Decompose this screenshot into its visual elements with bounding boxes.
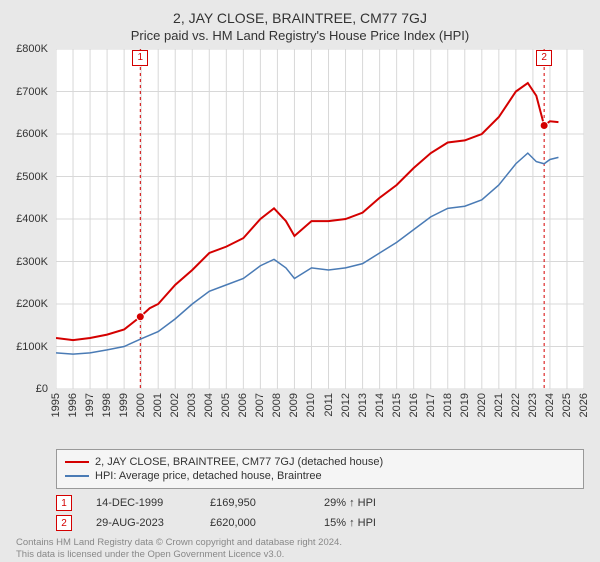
x-tick-label: 2013 — [357, 393, 369, 417]
chart-title: 2, JAY CLOSE, BRAINTREE, CM77 7GJ — [8, 10, 592, 26]
marker-date: 14-DEC-1999 — [96, 497, 186, 509]
y-tick-label: £500K — [16, 171, 48, 183]
x-tick-label: 2002 — [169, 393, 181, 417]
plot-svg — [56, 49, 584, 389]
y-tick-label: £0 — [36, 383, 48, 395]
marker-date: 29-AUG-2023 — [96, 517, 186, 529]
x-tick-label: 2010 — [305, 393, 317, 417]
chart-subtitle: Price paid vs. HM Land Registry's House … — [8, 28, 592, 43]
x-tick-label: 2012 — [340, 393, 352, 417]
x-tick-label: 2014 — [374, 393, 386, 417]
legend-label: HPI: Average price, detached house, Brai… — [95, 470, 322, 482]
legend: 2, JAY CLOSE, BRAINTREE, CM77 7GJ (detac… — [56, 449, 584, 489]
marker-diff: 29% ↑ HPI — [324, 497, 414, 509]
x-tick-label: 2015 — [391, 393, 403, 417]
y-tick-label: £200K — [16, 298, 48, 310]
y-tick-label: £600K — [16, 128, 48, 140]
x-tick-label: 2016 — [408, 393, 420, 417]
marker-price: £169,950 — [210, 497, 300, 509]
x-axis: 1995199619971998199920002001200220032004… — [56, 389, 584, 445]
footer-attribution: Contains HM Land Registry data © Crown c… — [16, 537, 584, 562]
legend-label: 2, JAY CLOSE, BRAINTREE, CM77 7GJ (detac… — [95, 456, 383, 468]
x-tick-label: 1995 — [50, 393, 62, 417]
x-tick-label: 2006 — [237, 393, 249, 417]
marker-row: 1 14-DEC-1999 £169,950 29% ↑ HPI — [56, 495, 584, 511]
x-tick-label: 2001 — [152, 393, 164, 417]
footer-line-1: Contains HM Land Registry data © Crown c… — [16, 537, 584, 549]
x-tick-label: 2008 — [271, 393, 283, 417]
x-tick-label: 2026 — [578, 393, 590, 417]
marker-badge: 1 — [56, 495, 72, 511]
x-tick-label: 2021 — [493, 393, 505, 417]
x-tick-label: 2004 — [203, 393, 215, 417]
x-tick-label: 2011 — [323, 393, 335, 417]
y-axis: £0£100K£200K£300K£400K£500K£600K£700K£80… — [4, 49, 52, 389]
x-tick-label: 2007 — [254, 393, 266, 417]
y-tick-label: £100K — [16, 341, 48, 353]
legend-entry: 2, JAY CLOSE, BRAINTREE, CM77 7GJ (detac… — [65, 456, 575, 468]
x-tick-label: 1999 — [118, 393, 130, 417]
chart-container: 2, JAY CLOSE, BRAINTREE, CM77 7GJ Price … — [0, 0, 600, 560]
x-tick-label: 2024 — [544, 393, 556, 417]
x-tick-label: 2017 — [425, 393, 437, 417]
x-tick-label: 2003 — [186, 393, 198, 417]
plot-marker-badge: 2 — [536, 50, 552, 66]
x-tick-label: 2023 — [527, 393, 539, 417]
x-tick-label: 2025 — [561, 393, 573, 417]
marker-row: 2 29-AUG-2023 £620,000 15% ↑ HPI — [56, 515, 584, 531]
legend-entry: HPI: Average price, detached house, Brai… — [65, 470, 575, 482]
plot-area: £0£100K£200K£300K£400K£500K£600K£700K£80… — [56, 49, 584, 389]
y-tick-label: £300K — [16, 256, 48, 268]
x-tick-label: 2018 — [442, 393, 454, 417]
x-tick-label: 2000 — [135, 393, 147, 417]
marker-badge: 2 — [56, 515, 72, 531]
legend-swatch — [65, 461, 89, 463]
x-tick-label: 1997 — [84, 393, 96, 417]
y-tick-label: £400K — [16, 213, 48, 225]
y-tick-label: £800K — [16, 43, 48, 55]
plot-marker-badge: 1 — [132, 50, 148, 66]
marker-diff: 15% ↑ HPI — [324, 517, 414, 529]
legend-swatch — [65, 475, 89, 477]
x-tick-label: 2022 — [510, 393, 522, 417]
x-tick-label: 2005 — [220, 393, 232, 417]
x-tick-label: 2019 — [459, 393, 471, 417]
x-tick-label: 1996 — [67, 393, 79, 417]
x-tick-label: 2020 — [476, 393, 488, 417]
y-tick-label: £700K — [16, 86, 48, 98]
marker-table: 1 14-DEC-1999 £169,950 29% ↑ HPI 2 29-AUG-202… — [56, 495, 584, 531]
x-tick-label: 2009 — [288, 393, 300, 417]
x-tick-label: 1998 — [101, 393, 113, 417]
marker-price: £620,000 — [210, 517, 300, 529]
